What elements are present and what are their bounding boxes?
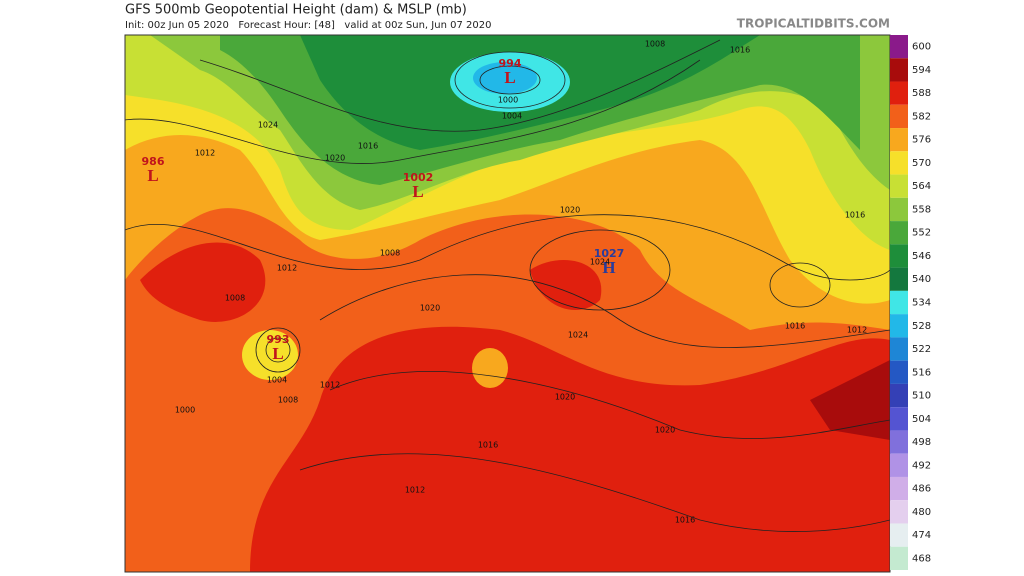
- colorbar-label: 468: [912, 553, 931, 564]
- colorbar-swatch: [890, 430, 908, 454]
- center-value: 986: [142, 155, 165, 168]
- isobar-label: 1016: [845, 211, 865, 220]
- isobar-label: 1024: [590, 258, 610, 267]
- map: [125, 35, 890, 572]
- colorbar-label: 522: [912, 344, 931, 355]
- colorbar-swatch: [890, 58, 908, 82]
- colorbar-swatch: [890, 453, 908, 477]
- colorbar-swatch: [890, 314, 908, 338]
- isobar-label: 1008: [278, 396, 298, 405]
- isobar-label: 1012: [277, 264, 297, 273]
- colorbar-label: 546: [912, 251, 931, 262]
- colorbar-swatch: [890, 151, 908, 175]
- isobar-label: 1020: [560, 206, 580, 215]
- colorbar-swatch: [890, 546, 908, 570]
- isobar-label: 1012: [847, 326, 867, 335]
- isobar-label: 1016: [358, 142, 378, 151]
- colorbar-swatch: [890, 244, 908, 268]
- isobar-label: 1016: [478, 441, 498, 450]
- isobar-label: 1012: [405, 486, 425, 495]
- colorbar-swatch: [890, 81, 908, 105]
- colorbar-swatch: [890, 290, 908, 315]
- isobar-label: 1016: [730, 46, 750, 55]
- colorbar-label: 582: [912, 111, 931, 122]
- title: GFS 500mb Geopotential Height (dam) & MS…: [125, 3, 467, 18]
- isobar-label: 1000: [175, 406, 195, 415]
- colorbar-label: 498: [912, 437, 931, 448]
- center-letter: L: [412, 182, 423, 201]
- colorbar-label: 480: [912, 507, 931, 518]
- isobar-label: 1020: [555, 393, 575, 402]
- colorbar-swatch: [890, 337, 908, 361]
- center-letter: L: [147, 166, 158, 185]
- colorbar-label: 588: [912, 88, 931, 99]
- isobar-label: 1008: [645, 40, 665, 49]
- colorbar-label: 594: [912, 65, 931, 76]
- center-value: 1027: [594, 247, 625, 260]
- colorbar-label: 534: [912, 298, 931, 309]
- colorbar-swatch: [890, 128, 908, 152]
- center-value: 1002: [403, 171, 434, 184]
- colorbar-swatch: [890, 174, 908, 198]
- isobar-label: 1016: [785, 322, 805, 331]
- colorbar-label: 576: [912, 135, 931, 146]
- center-letter: L: [272, 344, 283, 363]
- watermark: TROPICALTIDBITS.COM: [737, 17, 890, 31]
- colorbar-label: 570: [912, 158, 931, 169]
- colorbar-swatch: [890, 476, 908, 501]
- isobar-label: 1004: [502, 112, 522, 121]
- isobar-label: 1012: [195, 149, 215, 158]
- colorbar-label: 504: [912, 414, 931, 425]
- colorbar-label: 516: [912, 367, 931, 378]
- colorbar-swatch: [890, 360, 908, 384]
- isobar-label: 1008: [225, 294, 245, 303]
- isobar-label: 1024: [568, 331, 588, 340]
- colorbar-swatch: [890, 383, 908, 408]
- colorbar-swatch: [890, 197, 908, 222]
- colorbar-swatch: [890, 221, 908, 245]
- isobar-label: 1000: [498, 96, 518, 105]
- colorbar-swatch: [890, 407, 908, 431]
- colorbar-swatch: [890, 500, 908, 524]
- isobar-label: 1020: [655, 426, 675, 435]
- colorbar-label: 486: [912, 484, 931, 495]
- isobar-label: 1008: [380, 249, 400, 258]
- center-letter: L: [504, 68, 515, 87]
- colorbar-label: 564: [912, 181, 931, 192]
- colorbar-label: 600: [912, 42, 931, 53]
- isobar-label: 1016: [675, 516, 695, 525]
- colorbar-swatch: [890, 35, 908, 59]
- isobar-label: 1024: [258, 121, 278, 130]
- center-value: 994: [499, 57, 522, 70]
- colorbar-label: 558: [912, 204, 931, 215]
- colorbar-label: 528: [912, 321, 931, 332]
- isobar-label: 1020: [325, 154, 345, 163]
- isobar-label: 1012: [320, 381, 340, 390]
- isobar-label: 1020: [420, 304, 440, 313]
- isobar-label: 1004: [267, 376, 287, 385]
- colorbar-label: 510: [912, 391, 931, 402]
- center-letter: H: [602, 258, 615, 277]
- center-value: 993: [267, 333, 290, 346]
- colorbar-swatch: [890, 523, 908, 547]
- colorbar-swatch: [890, 267, 908, 291]
- colorbar-label: 552: [912, 228, 931, 239]
- subtitle: Init: 00z Jun 05 2020 Forecast Hour: [48…: [125, 20, 491, 31]
- colorbar-label: 540: [912, 274, 931, 285]
- colorbar-label: 474: [912, 530, 931, 541]
- colorbar-swatch: [890, 104, 908, 129]
- colorbar-label: 492: [912, 460, 931, 471]
